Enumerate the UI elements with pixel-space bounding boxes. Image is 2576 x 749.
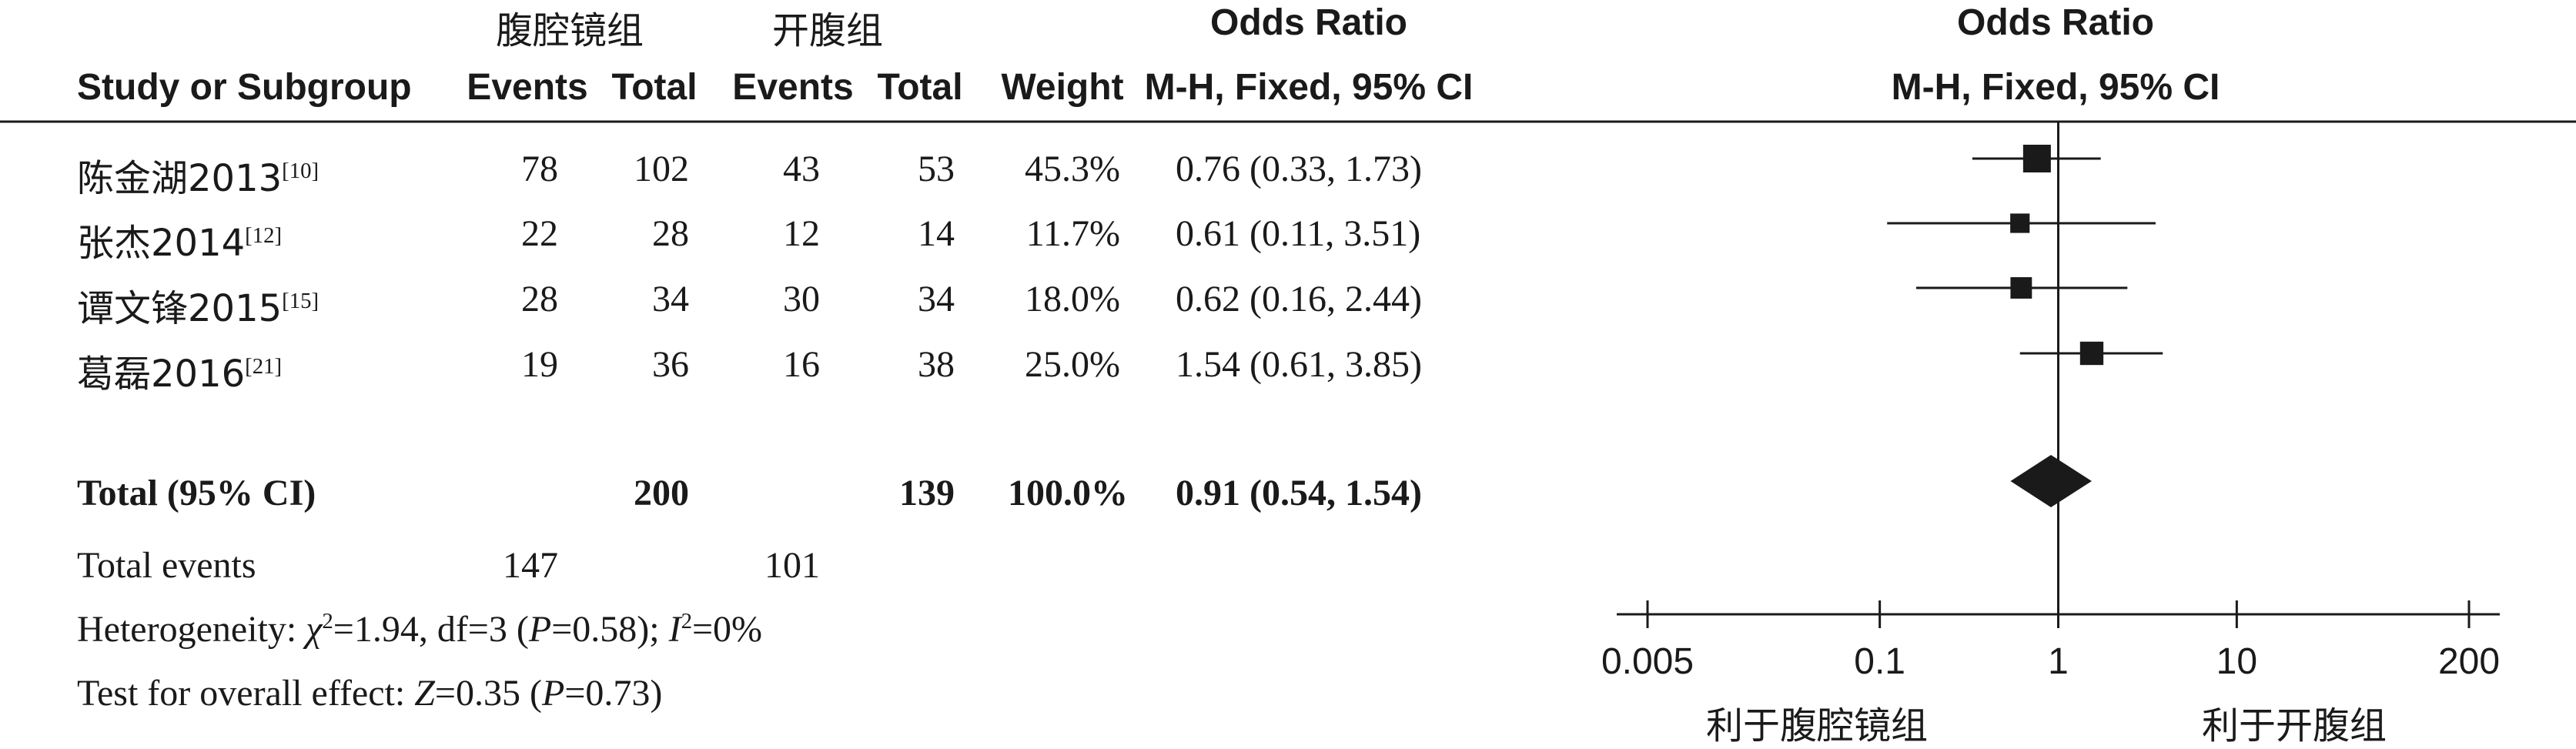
ctrl-total-header: Total [877,67,963,108]
total-exp-total: 200 [634,473,689,513]
ctrl-events-cell: 43 [783,149,820,189]
total-ctrl-total: 139 [899,473,955,513]
study-point-estimate [2022,145,2051,172]
pooled-diamond [2010,455,2092,507]
ctrl-total-cell: 38 [918,344,955,385]
ctrl-total-cell: 14 [918,213,955,254]
ci-cell: 0.61 (0.11, 3.51) [1176,213,1421,254]
exp-total-cell: 36 [652,344,689,385]
heterogeneity-stats: Heterogeneity: χ2=1.94, df=3 (P=0.58); I… [77,609,763,650]
weight-cell: 45.3% [1025,149,1120,189]
exp-total-cell: 34 [652,279,689,319]
total-events-ctrl: 101 [764,545,820,586]
ci-cell: 1.54 (0.61, 3.85) [1176,344,1422,385]
weight-header: Weight [1001,67,1124,108]
exp-events-cell: 22 [521,213,558,254]
plot-header-title: Odds Ratio [1956,2,2154,43]
total-weight: 100.0% [1008,473,1128,513]
total-ci: 0.91 (0.54, 1.54) [1176,473,1422,513]
exp-events-cell: 28 [521,279,558,319]
ci-cell: 0.76 (0.33, 1.73) [1176,149,1422,189]
study-name: 张杰2014[12] [77,222,283,265]
x-tick-label: 10 [2216,641,2257,682]
study-name: 陈金湖2013[10] [77,157,319,200]
study-name: 葛磊2016[21] [77,353,283,396]
study-name: 谭文锋2015[15] [77,287,319,330]
ctrl-total-cell: 34 [918,279,955,319]
total-events-label: Total events [77,545,256,586]
ctrl-total-cell: 53 [918,149,955,189]
favours-right-label: 利于开腹组 [2201,704,2387,747]
study-column-header: Study or Subgroup [77,67,412,108]
plot-header-method: M-H, Fixed, 95% CI [1891,67,2220,108]
weight-cell: 11.7% [1025,213,1120,254]
weight-cell: 18.0% [1025,279,1120,319]
ci-cell: 0.62 (0.16, 2.44) [1176,279,1422,319]
x-tick-label: 0.1 [1854,641,1905,682]
x-tick-label: 1 [2048,641,2069,682]
total-events-exp: 147 [503,545,558,586]
study-point-estimate [2010,213,2030,233]
ctrl-events-header: Events [732,67,854,108]
study-point-estimate [2079,341,2104,366]
overall-effect-stats: Test for overall effect: Z=0.35 (P=0.73) [77,673,663,714]
study-point-estimate [2010,277,2032,299]
ctrl-events-cell: 30 [783,279,820,319]
effect-header-method: M-H, Fixed, 95% CI [1144,67,1474,108]
x-tick-label: 0.005 [1601,641,1694,682]
control-group-header: 开腹组 [771,9,883,52]
exp-events-cell: 19 [521,344,558,385]
exp-total-cell: 28 [652,213,689,254]
exp-total-cell: 102 [634,149,689,189]
effect-header-title: Odds Ratio [1209,2,1407,43]
favours-left-label: 利于腹腔镜组 [1705,704,1928,747]
x-tick-label: 200 [2438,641,2500,682]
ctrl-events-cell: 16 [783,344,820,385]
total-label: Total (95% CI) [77,473,316,513]
exp-events-cell: 78 [521,149,558,189]
weight-cell: 25.0% [1025,344,1120,385]
exp-events-header: Events [467,67,588,108]
experimental-group-header: 腹腔镜组 [495,9,644,52]
ctrl-events-cell: 12 [783,213,820,254]
exp-total-header: Total [611,67,698,108]
